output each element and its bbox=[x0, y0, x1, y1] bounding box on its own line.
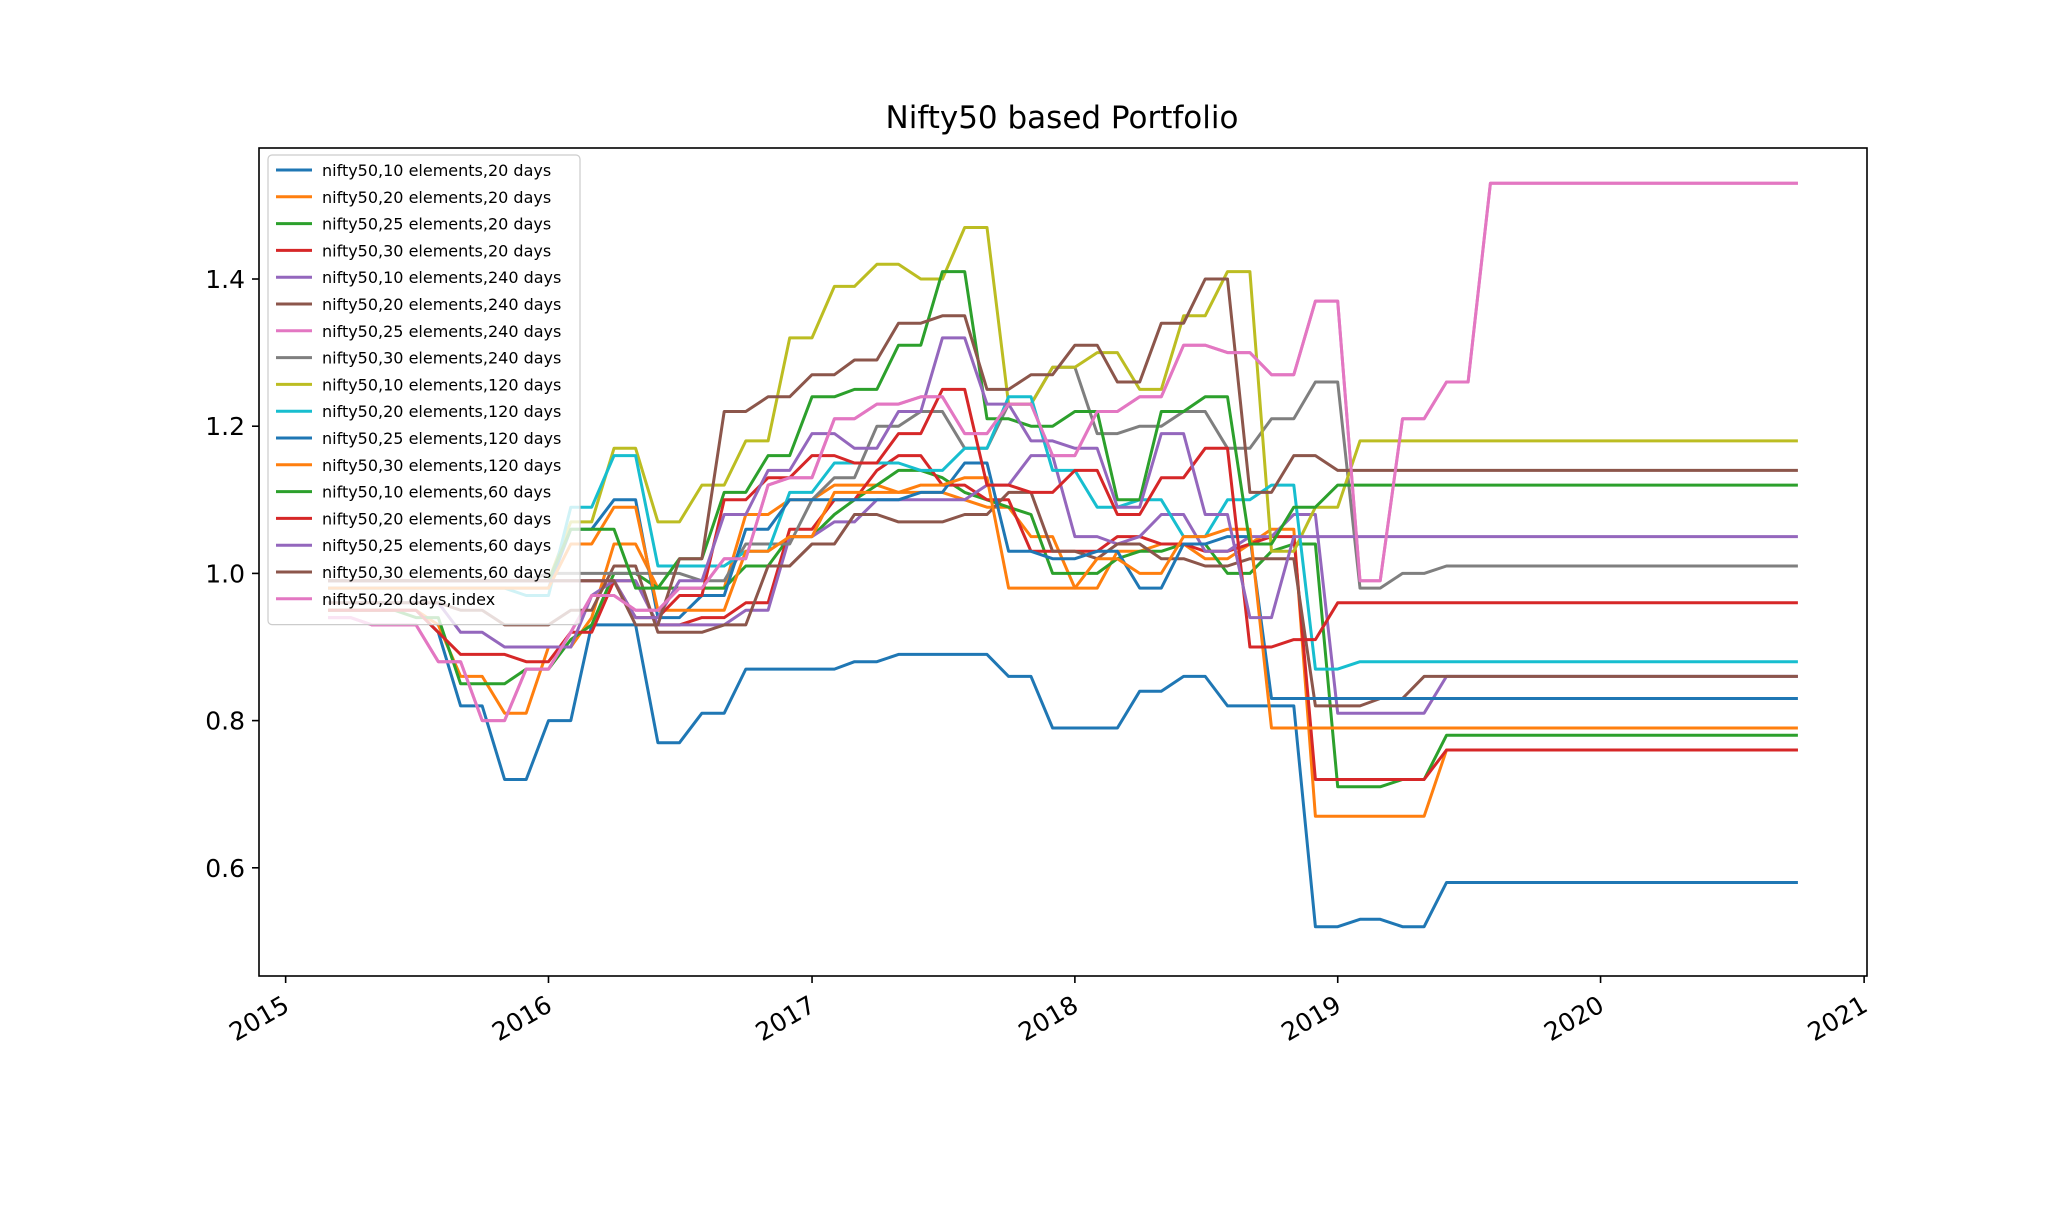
legend-label: nifty50,25 elements,120 days bbox=[322, 429, 561, 448]
legend-label: nifty50,10 elements,20 days bbox=[322, 161, 551, 180]
y-tick-label: 0.8 bbox=[205, 707, 245, 736]
series-line-17 bbox=[328, 181, 1798, 723]
legend-label: nifty50,30 elements,20 days bbox=[322, 241, 551, 260]
legend-label: nifty50,30 elements,60 days bbox=[322, 563, 551, 582]
legend-label: nifty50,20 days,index bbox=[322, 590, 495, 609]
x-tick-label: 2016 bbox=[487, 990, 557, 1047]
plot-frame bbox=[258, 147, 1868, 977]
legend-label: nifty50,10 elements,240 days bbox=[322, 268, 561, 287]
legend-label: nifty50,25 elements,20 days bbox=[322, 215, 551, 234]
x-tick-label: 2018 bbox=[1013, 990, 1083, 1047]
legend-label: nifty50,10 elements,120 days bbox=[322, 375, 561, 394]
x-axis: 2015 2016 2017 2018 2019 2020 2021 bbox=[224, 976, 1872, 1047]
legend-label: nifty50,25 elements,240 days bbox=[322, 322, 561, 341]
y-tick-label: 0.6 bbox=[205, 854, 245, 883]
x-tick-label: 2017 bbox=[751, 990, 821, 1047]
legend-label: nifty50,30 elements,240 days bbox=[322, 349, 561, 368]
legend-label: nifty50,20 elements,240 days bbox=[322, 295, 561, 314]
legend: nifty50,10 elements,20 days nifty50,20 el… bbox=[267, 154, 581, 626]
chart-title: Nifty50 based Portfolio bbox=[886, 100, 1239, 136]
series-line-1 bbox=[328, 608, 1798, 929]
y-tick-label: 1.4 bbox=[205, 265, 245, 294]
x-tick-label: 2019 bbox=[1276, 990, 1346, 1047]
y-tick-label: 1.0 bbox=[205, 559, 245, 588]
legend-box bbox=[267, 154, 581, 626]
x-tick-label: 2020 bbox=[1539, 990, 1609, 1047]
x-tick-label: 2015 bbox=[224, 990, 294, 1047]
legend-label: nifty50,20 elements,120 days bbox=[322, 402, 561, 421]
legend-label: nifty50,10 elements,60 days bbox=[322, 483, 551, 502]
legend-label: nifty50,20 elements,20 days bbox=[322, 188, 551, 207]
y-axis: 0.6 0.8 1.0 1.2 1.4 bbox=[205, 265, 259, 883]
legend-label: nifty50,30 elements,120 days bbox=[322, 456, 561, 475]
legend-label: nifty50,20 elements,60 days bbox=[322, 509, 551, 528]
y-tick-label: 1.2 bbox=[205, 412, 245, 441]
x-tick-label: 2021 bbox=[1803, 990, 1873, 1047]
legend-label: nifty50,25 elements,60 days bbox=[322, 536, 551, 555]
